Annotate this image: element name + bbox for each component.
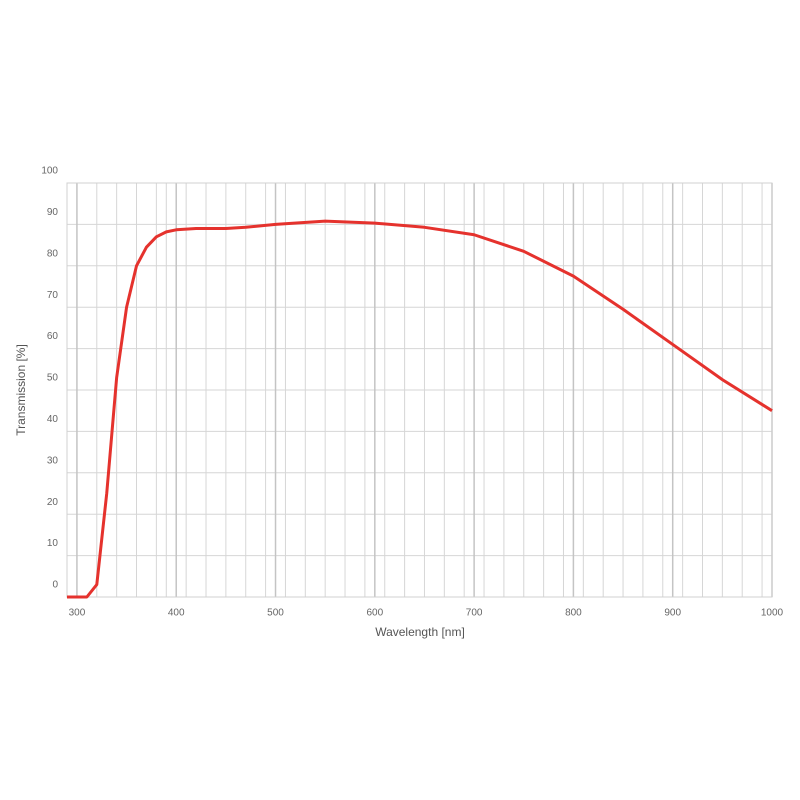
x-tick-label: 700 bbox=[466, 608, 483, 619]
y-tick-label: 60 bbox=[47, 331, 59, 342]
y-tick-label: 90 bbox=[47, 207, 59, 218]
x-tick-label: 300 bbox=[69, 608, 86, 619]
x-tick-label: 800 bbox=[565, 608, 582, 619]
y-tick-label: 0 bbox=[52, 580, 58, 591]
y-tick-label: 40 bbox=[47, 414, 59, 425]
y-tick-label: 10 bbox=[47, 538, 59, 549]
y-tick-label: 70 bbox=[47, 290, 59, 301]
x-tick-label: 1000 bbox=[761, 608, 784, 619]
y-tick-label: 100 bbox=[41, 166, 58, 177]
x-tick-label: 900 bbox=[664, 608, 681, 619]
y-tick-label: 20 bbox=[47, 497, 59, 508]
y-axis-label: Transmission [%] bbox=[14, 344, 28, 436]
x-tick-label: 400 bbox=[168, 608, 185, 619]
y-tick-label: 50 bbox=[47, 373, 59, 384]
y-tick-label: 30 bbox=[47, 455, 59, 466]
y-tick-label: 80 bbox=[47, 248, 59, 259]
x-tick-label: 500 bbox=[267, 608, 284, 619]
x-axis-label: Wavelength [nm] bbox=[375, 625, 465, 639]
data-line bbox=[67, 219, 773, 599]
x-tick-label: 600 bbox=[366, 608, 383, 619]
plot-frame bbox=[66, 182, 773, 598]
